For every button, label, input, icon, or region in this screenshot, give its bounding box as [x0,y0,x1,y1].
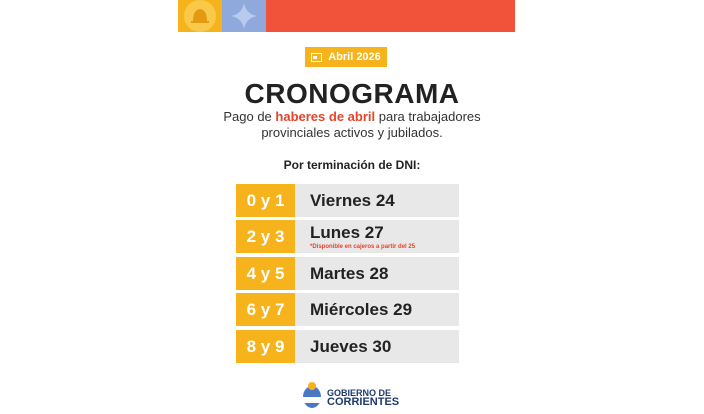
subtitle-text: provinciales activos y jubilados. [261,125,443,140]
title: CRONOGRAMA [244,78,460,109]
schedule-row: 0 y 1 Viernes 24 [236,184,459,217]
day-cell: Miércoles 29 [310,300,413,319]
heading: Por terminación de DNI: [283,158,421,172]
star-tile [222,0,266,32]
schedule-row: 4 y 5 Martes 28 [236,257,459,290]
calendar-icon [311,52,323,62]
banner [178,0,515,32]
dni-cell: 8 y 9 [236,330,295,363]
day-cell: Martes 28 [310,264,389,283]
footer-logo: GOBIERNO DE CORRIENTES [327,388,400,408]
badge-text: Abril 2026 [328,51,381,63]
dni-cell: 0 y 1 [236,184,295,217]
subtitle-highlight: haberes de abril [275,109,376,124]
day-cell: Jueves 30 [310,337,392,356]
dni-cell: 6 y 7 [236,293,295,326]
subtitle: Pago de haberes de abril para trabajador… [0,109,704,141]
schedule-row: 2 y 3 Lunes 27 *Disponible en cajeros a pa… [236,220,459,253]
dni-cell: 4 y 5 [236,257,295,290]
schedule-row: 6 y 7 Miércoles 29 [236,293,459,326]
footer-line: GOBIERNO DE [327,388,392,398]
day-cell: Viernes 24 [310,191,395,210]
subtitle-text: Pago de [223,109,272,124]
star-icon [231,3,257,29]
coat-of-arms [303,382,321,408]
dni-cell: 2 y 3 [236,220,295,253]
row-note: *Disponible en cajeros a partir del 25 [310,244,416,250]
bell-icon [184,0,216,32]
date-badge: Abril 2026 [305,47,387,67]
day-cell: Lunes 27 [310,223,384,242]
subtitle-text: para trabajadores [378,109,481,124]
bell-tile [178,0,222,32]
schedule-row: 8 y 9 Jueves 30 [236,330,459,363]
footer-line: CORRIENTES [327,396,400,408]
